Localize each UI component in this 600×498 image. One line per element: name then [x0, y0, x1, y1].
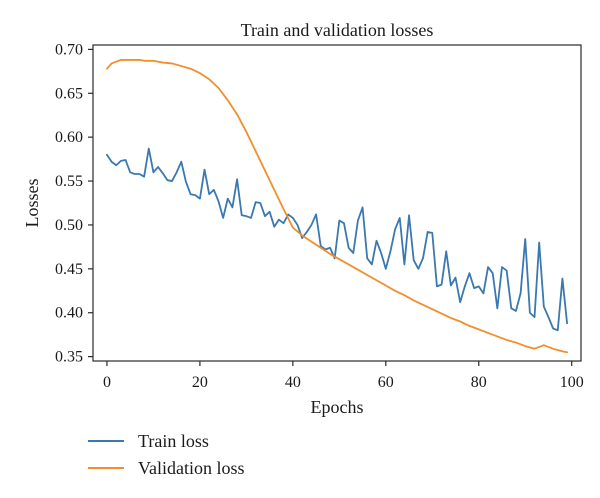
plot-frame	[92, 44, 582, 362]
x-tick-label: 0	[103, 374, 111, 391]
y-axis-title: Losses	[22, 179, 42, 228]
x-tick-label: 100	[560, 374, 584, 391]
x-tick-label: 40	[285, 374, 301, 391]
train-loss-line	[106, 147, 568, 332]
y-tick-label: 0.45	[55, 261, 83, 278]
x-tick-label: 20	[192, 374, 208, 391]
y-tick-label: 0.70	[55, 41, 83, 58]
x-tick-label: 80	[471, 374, 487, 391]
validation-loss-legend-label: Validation loss	[138, 458, 245, 478]
x-tick-label: 60	[378, 374, 394, 391]
y-tick-label: 0.50	[55, 217, 83, 234]
legend: Train loss Validation loss	[88, 431, 245, 478]
x-axis-title: Epochs	[311, 397, 364, 417]
y-tick-label: 0.35	[55, 349, 83, 366]
y-axis-ticks: 0.35 0.40 0.45 0.50 0.55 0.60 0.65 0.70	[55, 41, 93, 366]
validation-loss-line	[106, 59, 568, 354]
chart-title: Train and validation losses	[241, 20, 434, 40]
x-axis-ticks: 0 20 40 60 80 100	[103, 361, 584, 391]
plot-area	[106, 59, 568, 354]
y-tick-label: 0.60	[55, 129, 83, 146]
y-tick-label: 0.65	[55, 85, 83, 102]
train-loss-legend-label: Train loss	[138, 431, 209, 451]
y-tick-label: 0.55	[55, 173, 83, 190]
y-tick-label: 0.40	[55, 305, 83, 322]
